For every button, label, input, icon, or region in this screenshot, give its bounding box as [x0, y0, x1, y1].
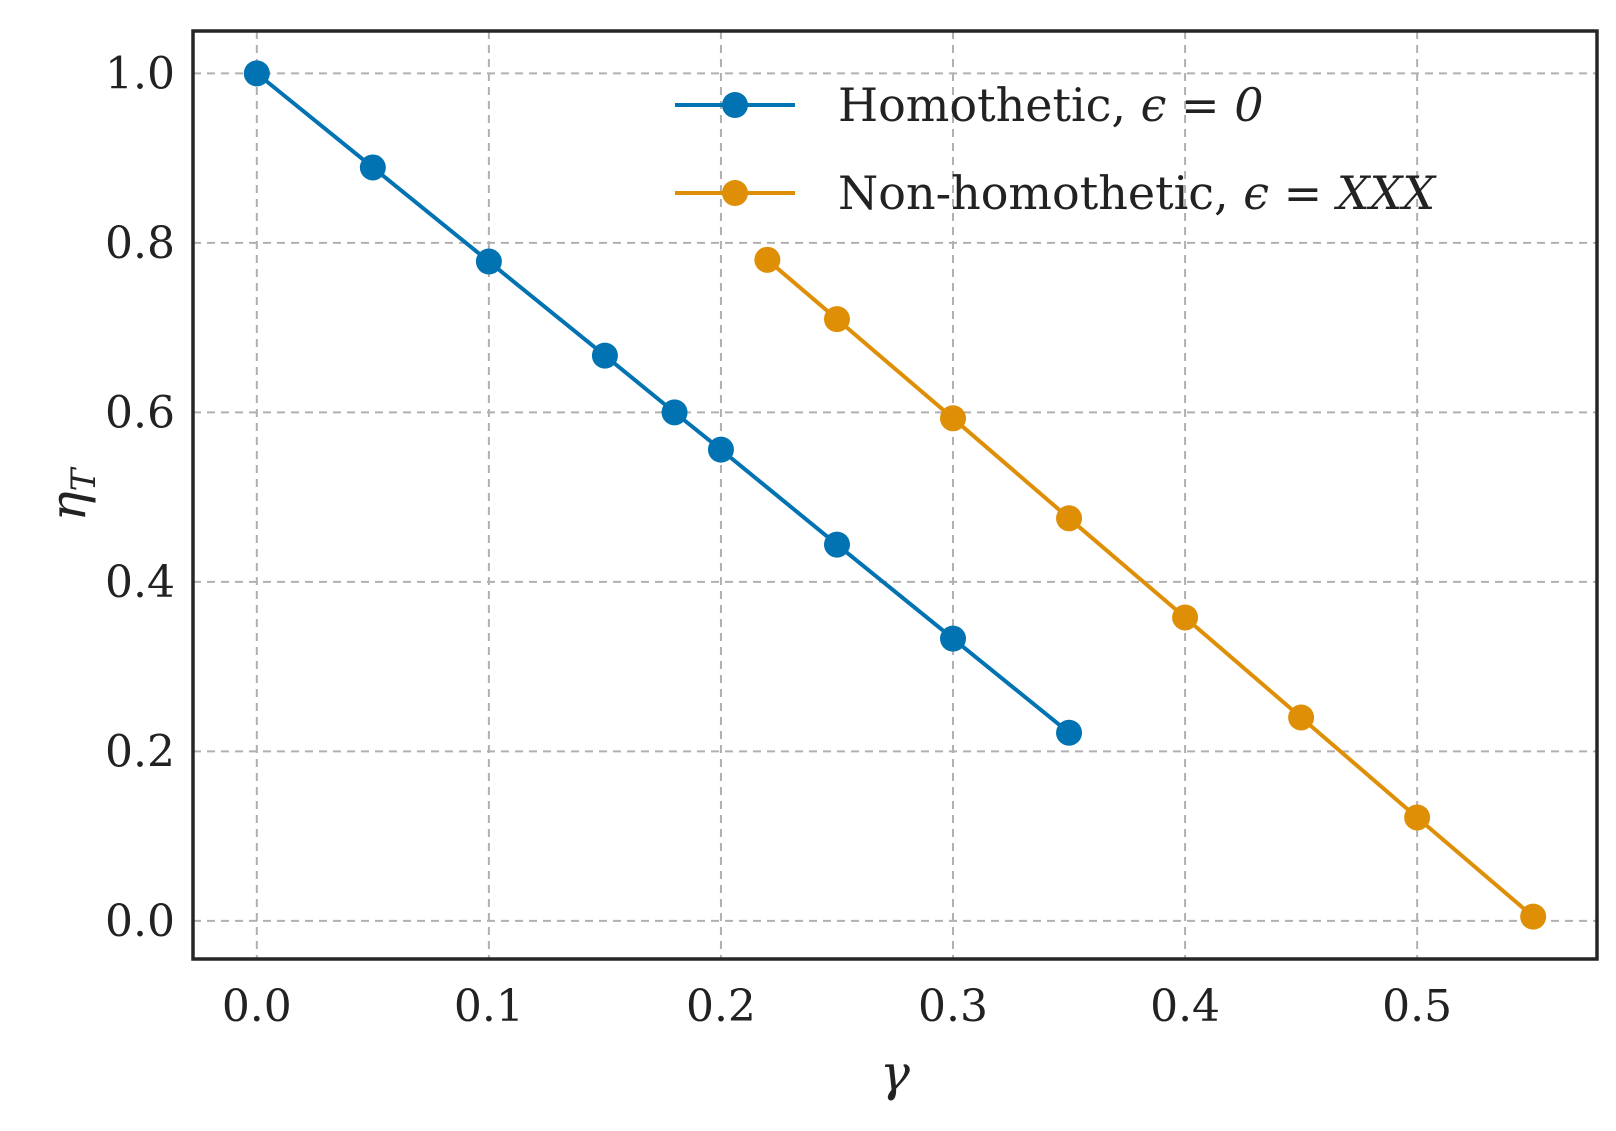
y-axis-label-sub: T	[64, 466, 104, 491]
data-point-homothetic	[1056, 719, 1083, 746]
y-tick-label: 0.4	[105, 557, 175, 608]
y-tick-label: 0.0	[105, 896, 175, 947]
x-axis-label: γ	[880, 1044, 910, 1102]
legend-label-non-homothetic: Non-homothetic, ϵ = XXX	[838, 166, 1437, 220]
legend: Homothetic, ϵ = 0 Non-homothetic, ϵ = XX…	[675, 78, 1437, 220]
data-point-homothetic	[359, 154, 386, 181]
legend-marker-non-homothetic	[722, 180, 748, 206]
y-axis-label: ηT	[39, 466, 104, 521]
legend-label-homothetic-math: ϵ = 0	[1141, 78, 1264, 132]
x-tick-label: 0.4	[1150, 981, 1220, 1032]
x-tick-label: 0.1	[454, 981, 524, 1032]
legend-marker-homothetic	[722, 92, 748, 118]
x-tick-label: 0.3	[918, 981, 988, 1032]
data-point-homothetic	[707, 436, 734, 463]
data-point-homothetic	[823, 531, 850, 558]
series-line-non-homothetic	[766, 258, 1535, 919]
y-axis-label-main: η	[39, 491, 97, 521]
series-layer	[243, 60, 1547, 930]
data-point-non-homothetic	[1172, 604, 1199, 631]
legend-label-non-homothetic-math: ϵ = XXX	[1243, 166, 1437, 220]
y-tick-label: 0.6	[105, 387, 175, 438]
tick-layer: 0.0 0.1 0.2 0.3 0.4 0.5 0.0 0.2 0.4 0.6 0.8 1.0	[105, 48, 1452, 1032]
grid-layer	[193, 31, 1597, 959]
x-tick-label: 0.5	[1382, 981, 1452, 1032]
data-point-homothetic	[243, 60, 270, 87]
x-tick-label: 0.0	[222, 981, 292, 1032]
y-tick-label: 1.0	[105, 48, 175, 99]
data-point-homothetic	[591, 342, 618, 369]
x-tick-label: 0.2	[686, 981, 756, 1032]
data-point-homothetic	[940, 625, 967, 652]
data-point-non-homothetic	[940, 405, 967, 432]
data-point-homothetic	[661, 399, 688, 426]
plot-frame	[191, 29, 1599, 961]
data-point-homothetic	[475, 248, 502, 275]
legend-label-non-homothetic-prefix: Non-homothetic,	[838, 166, 1243, 220]
data-point-non-homothetic	[823, 306, 850, 333]
data-point-non-homothetic	[1520, 903, 1547, 930]
y-tick-label: 0.2	[105, 726, 175, 777]
legend-label-homothetic-prefix: Homothetic,	[838, 78, 1141, 132]
y-tick-label: 0.8	[105, 218, 175, 269]
data-point-non-homothetic	[1056, 505, 1083, 532]
data-point-non-homothetic	[754, 246, 781, 273]
data-point-non-homothetic	[1404, 804, 1431, 831]
legend-label-homothetic: Homothetic, ϵ = 0	[838, 78, 1264, 132]
data-point-non-homothetic	[1288, 704, 1315, 731]
